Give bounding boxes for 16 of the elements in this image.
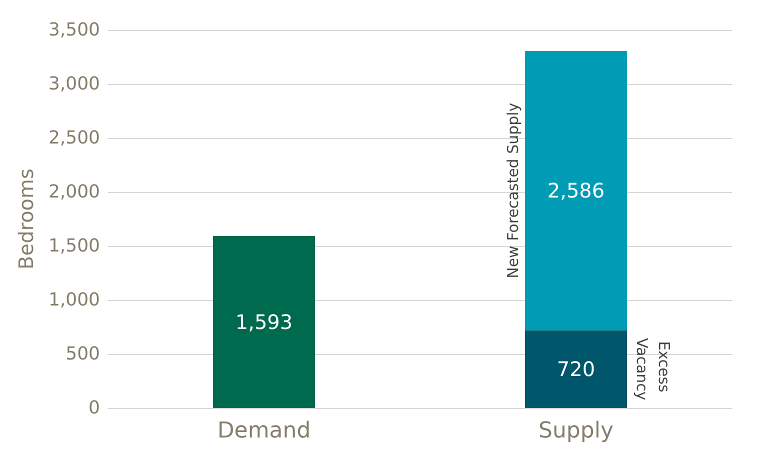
text: Excess Vacancy [633,338,673,400]
y-tick-label: 500 [66,344,100,364]
x-tick-label: Supply [538,418,614,444]
y-tick-label: 3,000 [48,74,100,94]
data-label: 720 [556,357,596,382]
y-axis-title: Bedrooms [14,168,38,270]
text: New Forecasted Supply [504,102,522,278]
y-tick-label: 1,000 [48,290,100,310]
y-tick-label: 3,500 [48,20,100,40]
y-tick-label: 0 [88,398,100,418]
x-tick-label: Demand [217,418,311,444]
y-tick-label: 1,500 [48,236,100,256]
y-tick-label: 2,000 [48,182,100,202]
y-tick-label: 2,500 [48,128,100,148]
data-label: 1,593 [235,310,293,334]
data-label: 2,586 [547,178,605,203]
